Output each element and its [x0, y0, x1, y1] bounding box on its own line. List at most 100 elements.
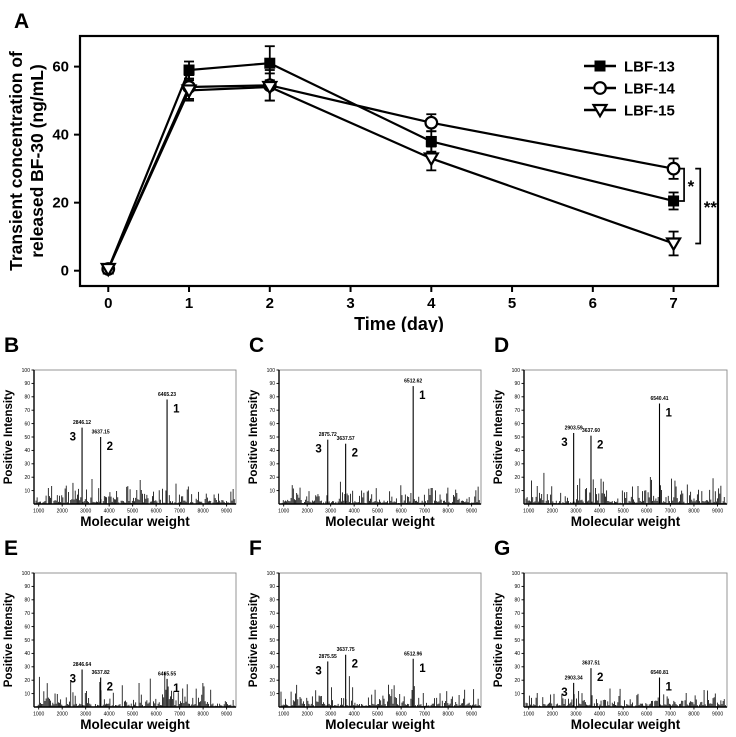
plot-frame: [33, 369, 237, 505]
legend-label-LBF-15: LBF-15: [624, 103, 675, 120]
peak-number-1: 1: [173, 403, 180, 415]
x-tick-label: 2: [266, 295, 274, 312]
y-tick-label: 40: [24, 448, 30, 454]
y-tick-label: 20: [514, 475, 520, 481]
y-axis-label: Positive Intensity: [248, 592, 260, 687]
peak-mz-label-2: 3637.57: [337, 436, 355, 442]
peak-number-3: 3: [315, 444, 321, 456]
mass-spectrum-F: F 10 20 30 40 50 60 70 80 90 100 1000 2000 3000 4000 50…: [248, 537, 482, 732]
y-tick-label: 30: [24, 665, 30, 671]
mass-spectrum-D: D 10 20 30 40 50 60 70 80 90 100 1000 2000 3000 4000 50…: [493, 334, 728, 529]
peak-number-2: 2: [107, 441, 113, 453]
y-tick-label: 100: [512, 368, 521, 374]
y-axis-label: Positive Intensity: [493, 592, 505, 687]
plot-frame: [78, 34, 720, 288]
x-tick-label: 2000: [302, 509, 313, 515]
x-tick-label: 1000: [33, 712, 44, 718]
x-tick-label: 2000: [302, 712, 313, 718]
mass-spectrum-B: B 10 20 30 40 50 60 70 80 90 100 1000 2000 3000 4000 50…: [3, 334, 237, 529]
x-tick-label: 5: [508, 295, 516, 312]
peak-number-1: 1: [419, 390, 426, 402]
x-tick-label: 2000: [547, 712, 558, 718]
panel-letter: B: [4, 334, 19, 357]
x-tick-label: 3000: [80, 509, 91, 515]
y-tick-label: 40: [269, 448, 275, 454]
noise-peaks: [280, 481, 480, 504]
panel-letter: F: [249, 537, 262, 560]
y-tick-label: 80: [24, 598, 30, 604]
y-tick-label: 20: [52, 195, 69, 212]
marker-open-triangle-down: [591, 103, 609, 119]
x-tick-label: 3000: [325, 509, 336, 515]
x-tick-label: 7000: [419, 712, 430, 718]
peak-mz-label-1: 6512.62: [404, 379, 422, 385]
noise-peaks: [35, 478, 235, 504]
x-tick-label: 0: [104, 295, 112, 312]
x-tick-label: 8000: [688, 712, 699, 718]
y-tick-label: 80: [514, 598, 520, 604]
plot-frame: [278, 572, 482, 708]
x-tick-label: 5000: [127, 712, 138, 718]
y-tick-label: 40: [52, 127, 69, 144]
x-tick-label: 9000: [466, 712, 477, 718]
y-tick-label: 40: [269, 651, 275, 657]
peak-mz-label-2: 3637.51: [582, 661, 600, 667]
x-tick-label: 6000: [396, 712, 407, 718]
y-tick-label: 30: [514, 462, 520, 468]
x-tick-label: 2000: [57, 509, 68, 515]
marker-open-triangle-down: [180, 84, 198, 99]
y-tick-label: 100: [267, 571, 276, 577]
peak-number-1: 1: [173, 683, 180, 695]
y-tick-label: 30: [514, 665, 520, 671]
peak-number-2: 2: [597, 672, 603, 684]
peak-mz-label-3: 2875.55: [319, 654, 337, 660]
y-tick-label: 80: [269, 395, 275, 401]
y-tick-label: 30: [24, 462, 30, 468]
y-tick-label: 30: [269, 665, 275, 671]
y-tick-label: 10: [24, 691, 30, 697]
x-tick-label: 1: [185, 295, 193, 312]
marker-open-circle: [424, 115, 439, 130]
x-tick-label: 6000: [396, 509, 407, 515]
x-tick-label: 4000: [594, 509, 605, 515]
peak-mz-label-3: 2903.34: [565, 675, 583, 681]
y-tick-label: 20: [24, 678, 30, 684]
y-tick-label: 70: [24, 611, 30, 617]
y-tick-label: 100: [512, 571, 521, 577]
y-tick-label: 10: [269, 488, 275, 494]
y-tick-label: 60: [514, 624, 520, 630]
noise-peaks: [280, 676, 480, 707]
y-tick-label: 70: [269, 611, 275, 617]
x-tick-label: 5000: [618, 509, 629, 515]
y-tick-label: 100: [267, 368, 276, 374]
y-tick-label: 70: [514, 408, 520, 414]
y-tick-label: 60: [514, 421, 520, 427]
x-tick-label: 5000: [127, 509, 138, 515]
significance-label: *: [688, 177, 695, 196]
peak-mz-label-3: 2846.64: [73, 662, 91, 668]
peak-number-3: 3: [315, 665, 321, 677]
peak-number-1: 1: [666, 682, 673, 694]
x-axis-label: Molecular weight: [80, 717, 190, 732]
peak-mz-label-2: 3637.75: [337, 647, 355, 653]
peak-mz-label-1: 6465.55: [158, 671, 176, 677]
series-line-LBF-13: [107, 62, 674, 270]
y-tick-label: 50: [24, 638, 30, 644]
x-tick-label: 9000: [221, 509, 232, 515]
peak-number-2: 2: [597, 440, 603, 452]
x-tick-label: 5000: [372, 712, 383, 718]
y-axis-label: Positive Intensity: [248, 389, 260, 484]
y-tick-label: 90: [24, 381, 30, 387]
panel-letter: C: [249, 334, 264, 357]
peak-mz-label-1: 6540.81: [650, 670, 668, 676]
plot-frame: [278, 369, 482, 505]
y-tick-label: 40: [514, 448, 520, 454]
y-tick-label: 90: [24, 584, 30, 590]
panel-letter: E: [4, 537, 18, 560]
x-tick-label: 1000: [278, 712, 289, 718]
peak-mz-label-3: 2903.59: [565, 425, 583, 431]
y-tick-label: 70: [269, 408, 275, 414]
y-tick-label: 60: [24, 421, 30, 427]
x-tick-label: 1000: [33, 509, 44, 515]
mass-spectrum-C: C 10 20 30 40 50 60 70 80 90 100 1000 2000 3000 4000 50…: [248, 334, 482, 529]
